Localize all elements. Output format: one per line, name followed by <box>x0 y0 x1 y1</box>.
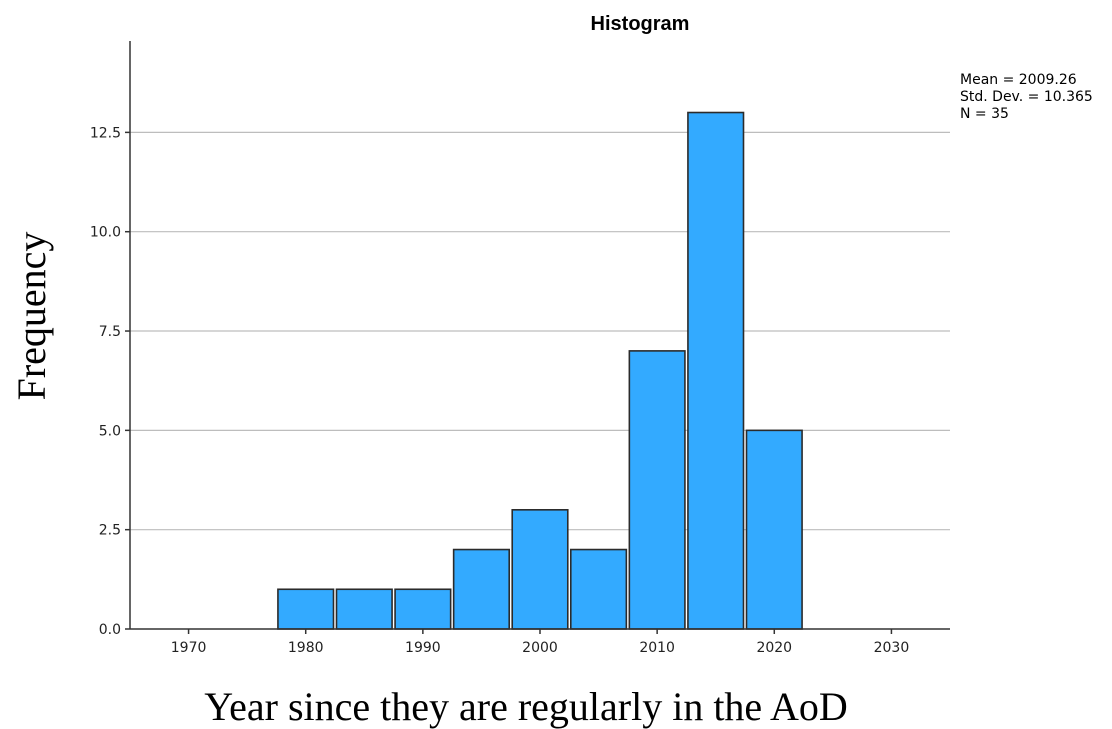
bar-0 <box>277 588 335 630</box>
bar-4 <box>511 509 569 630</box>
x-tick-label: 1990 <box>405 640 441 656</box>
x-axis-title: Year since they are regularly in the AoD <box>204 684 848 729</box>
x-tick-label: 1970 <box>171 640 207 656</box>
stats-std-dev: Std. Dev. = 10.365 <box>960 89 1093 105</box>
bars-layer <box>277 111 803 630</box>
bar-7 <box>687 111 745 630</box>
x-tick-label: 1980 <box>288 640 324 656</box>
x-tick-label: 2010 <box>639 640 675 656</box>
stats-n: N = 35 <box>960 106 1009 122</box>
y-tick-label: 12.5 <box>90 125 121 141</box>
y-tick-label: 5.0 <box>99 423 121 439</box>
y-tick-label: 7.5 <box>99 324 121 340</box>
stats-box: Mean = 2009.26 Std. Dev. = 10.365 N = 35 <box>960 72 1093 122</box>
bar-5 <box>569 548 628 630</box>
x-tick-label: 2020 <box>756 640 792 656</box>
y-tick-label: 0.0 <box>99 622 121 638</box>
bar-6 <box>628 350 686 630</box>
y-tick-label: 2.5 <box>99 523 121 539</box>
x-tick-label: 2000 <box>522 640 558 656</box>
grid-layer <box>130 131 950 531</box>
ticks-layer: 0.0 2.5 5.0 7.5 10.0 12.5 1970 1980 1990 2000 2010… <box>90 125 909 656</box>
y-axis-title: Frequency <box>9 232 54 401</box>
chart-title: Histogram <box>591 13 690 35</box>
bar-2 <box>394 588 452 630</box>
y-tick-label: 10.0 <box>90 225 121 241</box>
x-tick-label: 2030 <box>874 640 910 656</box>
bar-3 <box>452 548 511 630</box>
bar-1 <box>335 588 393 630</box>
bar-8 <box>745 429 803 630</box>
stats-mean: Mean = 2009.26 <box>960 72 1077 88</box>
